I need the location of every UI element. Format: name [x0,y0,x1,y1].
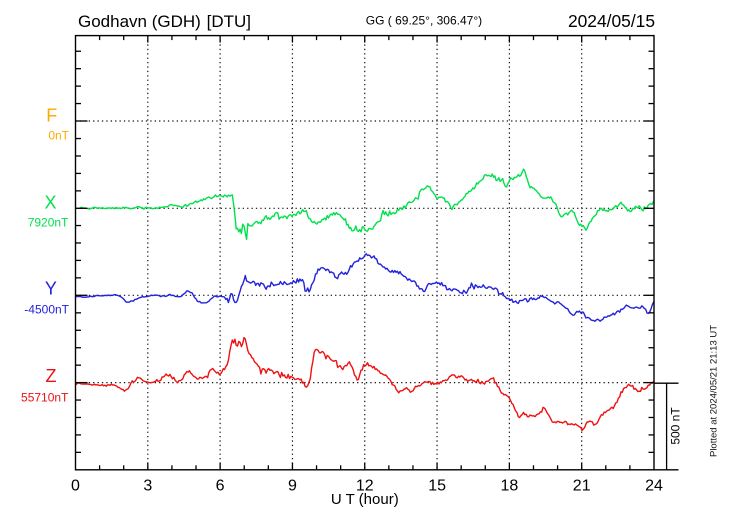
svg-text:9: 9 [288,478,297,495]
svg-text:21: 21 [573,478,591,495]
svg-text:15: 15 [428,478,446,495]
svg-text:0: 0 [71,478,80,495]
svg-text:55710nT: 55710nT [21,391,69,405]
svg-text:6: 6 [216,478,225,495]
svg-text:7920nT: 7920nT [28,216,69,230]
svg-text:Y: Y [45,279,57,299]
svg-text:Plotted at 2024/05/21 21:13 UT: Plotted at 2024/05/21 21:13 UT [709,325,720,457]
svg-text:-4500nT: -4500nT [24,303,69,317]
svg-text:F: F [46,106,57,126]
svg-text:Godhavn (GDH): Godhavn (GDH) [78,12,201,31]
svg-text:[DTU]: [DTU] [207,12,251,31]
svg-text:U T (hour): U T (hour) [331,491,399,508]
svg-text:X: X [44,192,56,212]
svg-text:500 nT: 500 nT [669,407,683,445]
svg-text:24: 24 [645,478,663,495]
svg-text:GG ( 69.25°, 306.47°): GG ( 69.25°, 306.47°) [366,14,482,28]
svg-text:12: 12 [356,478,374,495]
svg-text:Z: Z [46,366,57,386]
svg-text:18: 18 [501,478,519,495]
svg-text:0nT: 0nT [48,129,69,143]
svg-text:2024/05/15: 2024/05/15 [568,11,655,31]
svg-text:3: 3 [143,478,152,495]
